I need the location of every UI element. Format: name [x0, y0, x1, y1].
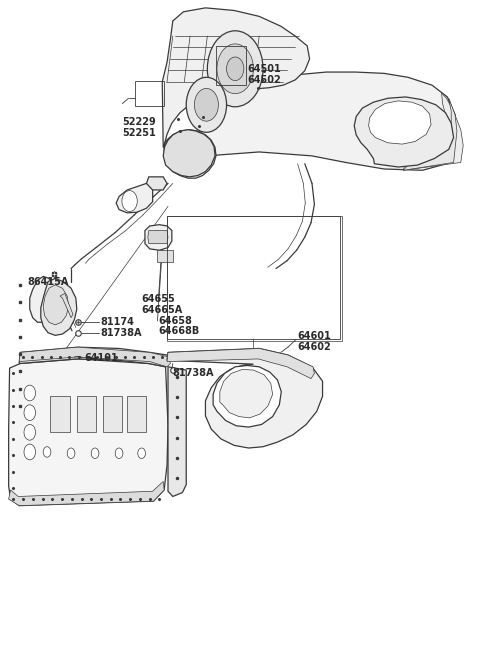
- Text: 81174: 81174: [101, 317, 135, 328]
- Bar: [157, 250, 173, 262]
- Text: 81738A: 81738A: [173, 368, 214, 379]
- Circle shape: [138, 448, 145, 458]
- Text: 64101: 64101: [84, 352, 118, 363]
- Polygon shape: [199, 72, 456, 170]
- Polygon shape: [19, 347, 170, 367]
- Text: 64602: 64602: [298, 342, 331, 352]
- Text: 64601: 64601: [298, 331, 331, 341]
- Polygon shape: [167, 348, 323, 448]
- Polygon shape: [403, 93, 463, 170]
- Polygon shape: [146, 177, 167, 190]
- Polygon shape: [403, 98, 457, 170]
- Circle shape: [115, 448, 123, 458]
- Text: 52251: 52251: [122, 128, 156, 138]
- Polygon shape: [162, 8, 310, 178]
- Polygon shape: [167, 348, 314, 379]
- Text: 64655: 64655: [142, 294, 175, 305]
- Polygon shape: [60, 293, 73, 318]
- Polygon shape: [163, 130, 215, 177]
- Circle shape: [186, 77, 227, 132]
- Text: 86415A: 86415A: [28, 276, 69, 287]
- Bar: [167, 216, 342, 341]
- Circle shape: [24, 405, 36, 421]
- Text: 64665A: 64665A: [142, 305, 183, 315]
- Polygon shape: [168, 367, 186, 496]
- Polygon shape: [220, 369, 273, 418]
- Circle shape: [43, 447, 51, 457]
- Polygon shape: [213, 365, 281, 427]
- Bar: [167, 216, 340, 339]
- Polygon shape: [30, 276, 55, 322]
- Polygon shape: [145, 225, 172, 250]
- Polygon shape: [116, 183, 153, 213]
- Polygon shape: [148, 231, 168, 244]
- Circle shape: [24, 424, 36, 440]
- Text: 64668B: 64668B: [158, 326, 200, 337]
- Bar: [127, 396, 146, 432]
- Polygon shape: [354, 97, 454, 167]
- Circle shape: [67, 448, 75, 458]
- Polygon shape: [41, 278, 77, 335]
- Text: 81738A: 81738A: [101, 328, 142, 339]
- Circle shape: [24, 444, 36, 460]
- Polygon shape: [9, 359, 168, 506]
- Bar: [103, 396, 122, 432]
- Polygon shape: [19, 347, 169, 367]
- Text: 64501: 64501: [247, 64, 281, 74]
- Bar: [77, 396, 96, 432]
- Text: 64658: 64658: [158, 316, 192, 326]
- Text: 52229: 52229: [122, 117, 156, 128]
- Bar: [216, 46, 246, 85]
- Circle shape: [207, 31, 263, 107]
- Bar: [135, 81, 164, 106]
- Polygon shape: [43, 285, 69, 325]
- Circle shape: [24, 385, 36, 401]
- Bar: [50, 396, 70, 432]
- Circle shape: [91, 448, 99, 458]
- Circle shape: [227, 57, 244, 81]
- Polygon shape: [9, 481, 164, 506]
- Circle shape: [122, 191, 137, 212]
- Circle shape: [194, 88, 218, 121]
- Text: 64502: 64502: [247, 75, 281, 85]
- Circle shape: [217, 44, 253, 94]
- Polygon shape: [369, 101, 431, 144]
